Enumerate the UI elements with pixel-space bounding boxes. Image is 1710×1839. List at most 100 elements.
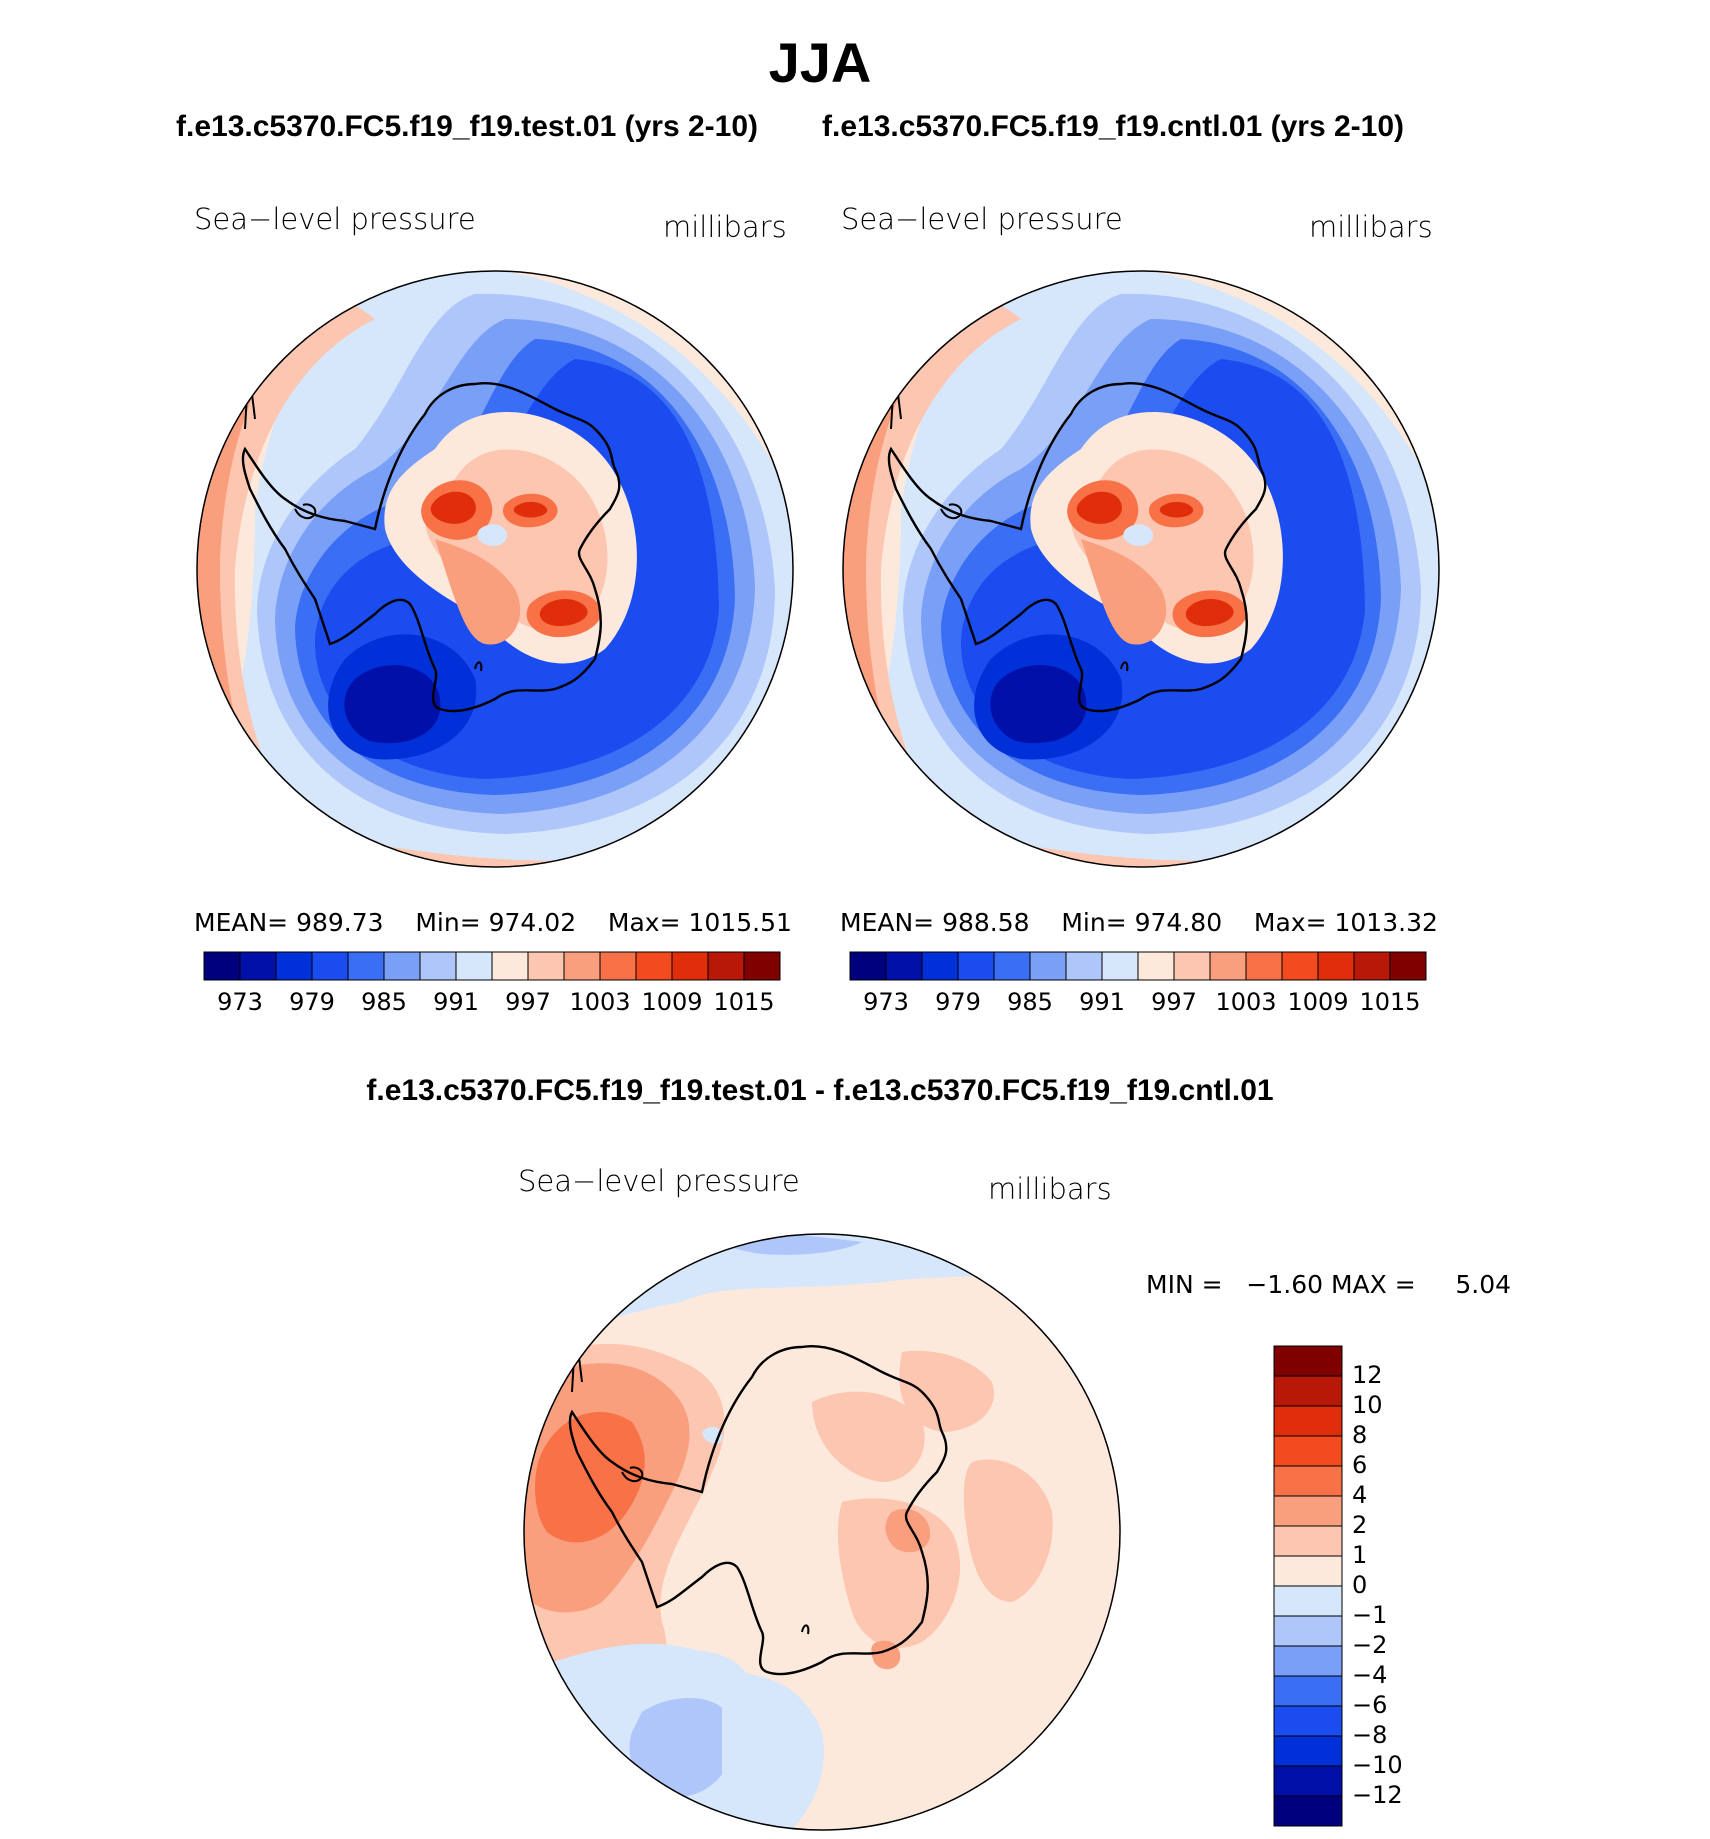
panel-1-colorbar-swatch <box>491 951 529 981</box>
panel-2-units-label: millibars <box>1309 210 1433 244</box>
panel-1-colorbar-tick-label: 991 <box>433 988 479 1016</box>
panel-1-colorbar-tick-label: 997 <box>505 988 551 1016</box>
panel-2-colorbar-tick-label: 997 <box>1151 988 1197 1016</box>
diff-colorbar-tick-label: 8 <box>1352 1421 1368 1449</box>
panel-2-colorbar <box>849 951 1427 981</box>
panel-2-colorbar-tick-label: 979 <box>935 988 981 1016</box>
panel-1-colorbar-swatch <box>203 951 241 981</box>
panel-1-map <box>197 271 793 867</box>
panel-1-colorbar-swatch <box>419 951 457 981</box>
panel-1-variable-label: Sea−level pressure <box>194 202 476 236</box>
panel-1-colorbar-swatch <box>635 951 673 981</box>
panel-2-colorbar-tick-label: 1015 <box>1359 988 1421 1016</box>
panel-1-units-label: millibars <box>663 210 787 244</box>
diff-min-label: MIN = <box>1146 1270 1223 1299</box>
panel-1-colorbar-swatch <box>527 951 565 981</box>
panel-1-colorbar-swatch <box>707 951 745 981</box>
panel-2-mean-label: MEAN= <box>840 908 935 937</box>
diff-colorbar-tick-label: 12 <box>1352 1361 1383 1389</box>
panel-2-colorbar-tick-label: 985 <box>1007 988 1053 1016</box>
panel-1-colorbar-swatch <box>311 951 349 981</box>
panel-2-colorbar-tick-label: 1003 <box>1215 988 1277 1016</box>
panel-1-mean-value: 989.73 <box>296 908 384 937</box>
diff-colorbar-swatch <box>1273 1375 1343 1407</box>
diff-colorbar-swatch <box>1273 1615 1343 1647</box>
diff-colorbar-swatch <box>1273 1465 1343 1497</box>
diff-colorbar-swatch <box>1273 1795 1343 1827</box>
panel-1-colorbar-swatch <box>599 951 637 981</box>
panel-2-colorbar-swatch <box>1317 951 1355 981</box>
diff-colorbar-tick-label: 1 <box>1352 1541 1368 1569</box>
diff-colorbar-swatch <box>1273 1435 1343 1467</box>
panel-2-colorbar-swatch <box>1389 951 1427 981</box>
panel-2-colorbar-swatch <box>1101 951 1139 981</box>
diff-colorbar <box>1273 1345 1343 1827</box>
panel-1-colorbar-tick-label: 1009 <box>641 988 703 1016</box>
panel-1-max-value: 1015.51 <box>688 908 792 937</box>
panel-2-min-value: 974.80 <box>1134 908 1223 937</box>
diff-colorbar-swatch <box>1273 1675 1343 1707</box>
panel-2-colorbar-swatch <box>1353 951 1391 981</box>
diff-colorbar-tick-label: −10 <box>1352 1751 1403 1779</box>
panel-2-colorbar-swatch <box>1245 951 1283 981</box>
diff-units-label: millibars <box>988 1172 1112 1206</box>
diff-colorbar-swatch <box>1273 1495 1343 1527</box>
panel-2-max-label: Max= <box>1253 908 1327 937</box>
panel-1-colorbar-swatch <box>743 951 781 981</box>
panel-1-min-value: 974.02 <box>488 908 577 937</box>
panel-2-max-value: 1013.32 <box>1334 908 1438 937</box>
panel-2-colorbar-swatch <box>849 951 887 981</box>
panel-2-colorbar-swatch <box>1137 951 1175 981</box>
panel-1-map-border <box>196 270 794 868</box>
panel-2-colorbar-tick-label: 1009 <box>1287 988 1349 1016</box>
diff-colorbar-swatch <box>1273 1585 1343 1617</box>
panel-2-colorbar-swatch <box>1281 951 1319 981</box>
panel-2-colorbar-tick-label: 973 <box>863 988 909 1016</box>
panel-1-colorbar-swatch <box>671 951 709 981</box>
panel-2-map-border <box>842 270 1440 868</box>
panel-1-case-title: f.e13.c5370.FC5.f19_f19.test.01 (yrs 2-1… <box>176 110 759 143</box>
panel-1-colorbar-swatch <box>347 951 385 981</box>
diff-colorbar-swatch <box>1273 1525 1343 1557</box>
diff-title: f.e13.c5370.FC5.f19_f19.test.01 - f.e13.… <box>366 1074 1274 1107</box>
panel-2-mean-value: 988.58 <box>942 908 1030 937</box>
panel-1-colorbar-swatch <box>383 951 421 981</box>
panel-2-min-label: Min= <box>1061 908 1127 937</box>
panel-2-stats: MEAN= 988.58 Min= 974.80 Max= 1013.32 <box>840 908 1438 937</box>
panel-1-colorbar-swatch <box>239 951 277 981</box>
diff-colorbar-tick-label: −12 <box>1352 1781 1403 1809</box>
figure-title: JJA <box>768 31 872 94</box>
diff-min-value: −1.60 <box>1246 1270 1324 1299</box>
panel-2-colorbar-swatch <box>1029 951 1067 981</box>
panel-2-variable-label: Sea−level pressure <box>841 202 1123 236</box>
panel-1-colorbar-swatch <box>455 951 493 981</box>
panel-2-colorbar-tick-label: 991 <box>1079 988 1125 1016</box>
panel-2-colorbar-swatch <box>885 951 923 981</box>
panel-1-colorbar-swatch <box>275 951 313 981</box>
diff-max-value: 5.04 <box>1455 1270 1512 1299</box>
diff-colorbar-swatch <box>1273 1735 1343 1767</box>
diff-map <box>524 1234 1120 1830</box>
diff-colorbar-tick-label: 4 <box>1352 1481 1368 1509</box>
diff-colorbar-swatch <box>1273 1405 1343 1437</box>
diff-colorbar-tick-label: 0 <box>1352 1571 1368 1599</box>
panel-1-colorbar-tick-label: 985 <box>361 988 407 1016</box>
diff-minmax: MIN = −1.60 MAX = 5.04 <box>1146 1270 1511 1299</box>
panel-1-max-label: Max= <box>607 908 681 937</box>
diff-colorbar-swatch <box>1273 1705 1343 1737</box>
diff-colorbar-swatch <box>1273 1555 1343 1587</box>
panel-1-colorbar-tick-label: 973 <box>217 988 263 1016</box>
panel-2-map <box>843 271 1439 867</box>
panel-1-colorbar-tick-label: 1003 <box>569 988 631 1016</box>
panel-2-colorbar-swatch <box>1065 951 1103 981</box>
diff-max-label: MAX = <box>1330 1270 1416 1299</box>
panel-2-colorbar-swatch <box>921 951 959 981</box>
diff-colorbar-tick-label: 10 <box>1352 1391 1383 1419</box>
panel-1-stats: MEAN= 989.73 Min= 974.02 Max= 1015.51 <box>194 908 792 937</box>
diff-colorbar-tick-label: −8 <box>1352 1721 1388 1749</box>
diff-colorbar-tick-label: 6 <box>1352 1451 1368 1479</box>
panel-2-colorbar-swatch <box>1209 951 1247 981</box>
panel-1-mean-label: MEAN= <box>194 908 289 937</box>
diff-colorbar-swatch <box>1273 1765 1343 1797</box>
